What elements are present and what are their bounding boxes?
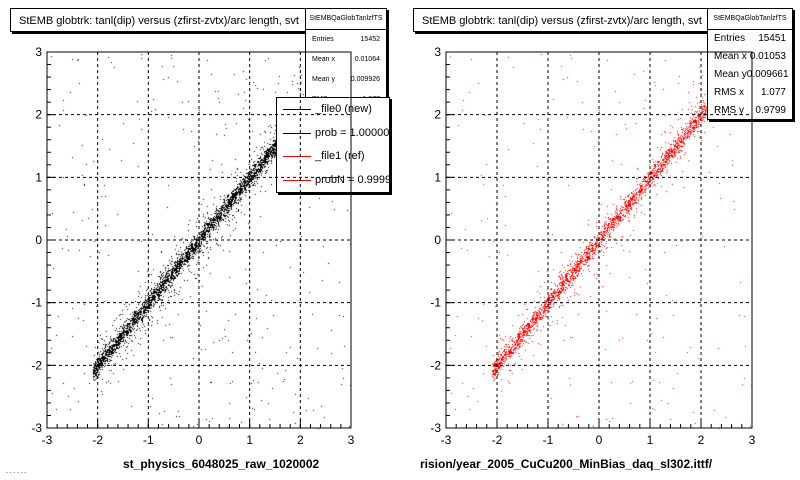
panel2-stat-rms-y: RMS y 0.9799 [714, 105, 786, 116]
x-tick-label: 3 [749, 433, 756, 447]
y-tick-label: 3 [35, 45, 42, 59]
x-tick-label: 2 [698, 433, 705, 447]
legend-line-icon [283, 132, 311, 134]
y-tick-label: 0 [434, 233, 441, 247]
footer-text: - - - - - - [6, 470, 27, 476]
y-tick-label: -3 [430, 421, 441, 435]
panel2-stat-mean-x: Mean x 0.01053 [714, 51, 786, 62]
legend-line-icon [283, 156, 311, 157]
panel2-stat-entries: Entries 15451 [714, 33, 786, 44]
panel1-stats-header: StEMBQaGlobTanlzfTS [306, 9, 386, 30]
panel1-stat-mean-y: Mean y 0.009926 [312, 76, 380, 83]
panel2-stat-mean-y: Mean y 0.009661 [714, 69, 789, 80]
panel2-stat-rms-x: RMS x 1.077 [714, 87, 786, 98]
y-tick-label: 3 [434, 45, 441, 59]
x-tick-label: -2 [92, 433, 103, 447]
panel1-title-text: StEMB globtrk: tanl(dip) versus (zfirst-… [19, 15, 299, 27]
legend: _file0 (new) prob = 1.000000 _file1 (ref… [276, 97, 390, 193]
x-tick-label: 3 [348, 433, 355, 447]
panel2-file-label: rision/year_2005_CuCu200_MinBias_daq_sl3… [420, 457, 713, 471]
x-tick-label: 1 [246, 433, 253, 447]
legend-item-file0: _file0 (new) [277, 98, 389, 122]
y-tick-label: 1 [35, 170, 42, 184]
panel1-file-label: st_physics_6048025_raw_1020002 [123, 457, 320, 471]
y-tick-label: -2 [31, 358, 42, 372]
legend-item-probn: probN = 0.999999 [277, 169, 389, 193]
x-tick-label: 2 [297, 433, 304, 447]
x-tick-label: 1 [647, 433, 654, 447]
y-tick-label: -1 [430, 296, 441, 310]
legend-line-icon [283, 179, 311, 181]
panel2-stats-header: StEMBQaGlobTanlzfTS [708, 9, 792, 30]
x-tick-label: -2 [492, 433, 503, 447]
y-tick-label: 2 [434, 108, 441, 122]
legend-item-file1: _file1 (ref) [277, 145, 389, 169]
x-tick-label: -1 [143, 433, 154, 447]
y-tick-label: 0 [35, 233, 42, 247]
legend-line-icon [283, 109, 311, 110]
panel1-stat-entries: Entries 15452 [312, 36, 380, 43]
legend-item-prob: prob = 1.000000 [277, 122, 389, 146]
x-tick-label: -3 [42, 433, 53, 447]
x-tick-label: -3 [441, 433, 452, 447]
x-tick-label: -1 [543, 433, 554, 447]
panel1-title: StEMB globtrk: tanl(dip) versus (zfirst-… [10, 8, 306, 32]
x-tick-label: 0 [196, 433, 203, 447]
y-tick-label: 1 [434, 170, 441, 184]
panel1-stat-mean-x: Mean x 0.01064 [312, 56, 380, 63]
y-tick-label: -2 [430, 358, 441, 372]
x-tick-label: 0 [596, 433, 603, 447]
y-tick-label: -1 [31, 296, 42, 310]
panel2-title-text: StEMB globtrk: tanl(dip) versus (zfirst-… [422, 15, 702, 27]
y-tick-label: 2 [35, 108, 42, 122]
y-tick-label: -3 [31, 421, 42, 435]
